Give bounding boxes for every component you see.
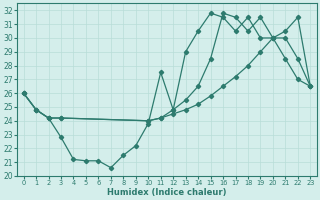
X-axis label: Humidex (Indice chaleur): Humidex (Indice chaleur): [107, 188, 227, 197]
